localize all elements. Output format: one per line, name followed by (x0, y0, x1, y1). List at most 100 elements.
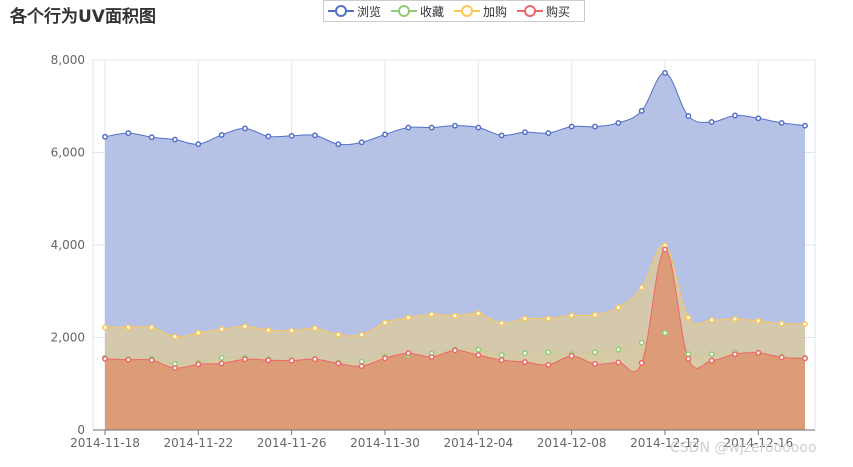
data-point-browse (125, 130, 132, 137)
data-point-cart (475, 310, 482, 317)
data-point-buy (428, 353, 435, 360)
watermark: CSDN @wjzeroooooo (670, 440, 817, 456)
data-point-browse (615, 119, 622, 126)
data-point-buy (172, 365, 178, 371)
data-point-favorite (498, 352, 505, 359)
legend-swatch-cart (454, 5, 481, 17)
data-point-cart (172, 333, 178, 340)
data-point-browse (195, 141, 202, 148)
data-point-buy (288, 357, 295, 364)
x-tick-label: 2014-11-26 (257, 436, 327, 450)
data-point-buy (498, 357, 505, 364)
data-point-favorite (545, 349, 552, 356)
y-tick-label: 0 (77, 423, 85, 437)
data-point-favorite (615, 346, 622, 353)
x-tick-label: 2014-12-04 (443, 436, 513, 450)
data-point-favorite (662, 329, 668, 336)
data-point-browse (288, 132, 295, 139)
data-point-cart (615, 304, 622, 311)
data-point-cart (195, 329, 202, 336)
data-point-cart (592, 311, 598, 318)
data-point-browse (218, 131, 225, 138)
data-point-favorite (358, 358, 365, 365)
legend-label-favorite: 收藏 (420, 4, 445, 19)
y-tick-label: 6,000 (51, 146, 85, 160)
legend: 浏览 收藏 加购 购买 (323, 0, 585, 22)
data-point-buy (218, 360, 225, 367)
data-point-browse (592, 123, 598, 130)
data-point-buy (265, 357, 272, 364)
legend-item-cart[interactable]: 加购 (454, 3, 507, 20)
data-point-cart (265, 327, 272, 334)
data-point-browse (545, 130, 552, 137)
data-point-browse (452, 122, 458, 129)
data-point-buy (125, 356, 132, 363)
data-point-buy (545, 361, 552, 368)
data-point-buy (335, 360, 342, 367)
x-tick-label: 2014-12-12 (630, 436, 700, 450)
data-point-cart (452, 312, 458, 319)
data-point-cart (802, 321, 808, 328)
x-tick-label: 2014-12-08 (537, 436, 607, 450)
data-point-buy (638, 359, 645, 366)
data-point-browse (708, 119, 715, 125)
data-point-browse (172, 136, 178, 143)
data-point-browse (498, 132, 505, 139)
data-point-buy (755, 349, 762, 356)
data-point-buy (522, 359, 528, 365)
data-point-browse (405, 124, 412, 131)
data-point-browse (685, 113, 692, 119)
legend-label-browse: 浏览 (357, 4, 382, 19)
chart-title: 各个行为UV面积图 (10, 7, 156, 27)
data-point-cart (498, 320, 505, 327)
data-point-cart (242, 323, 248, 330)
data-point-browse (148, 134, 155, 141)
data-point-cart (778, 320, 785, 327)
legend-swatch-buy (517, 5, 544, 17)
legend-item-browse[interactable]: 浏览 (328, 3, 381, 20)
data-point-buy (592, 360, 598, 367)
data-point-cart (708, 316, 715, 323)
data-point-buy (615, 359, 622, 366)
x-tick-label: 2014-12-16 (723, 436, 793, 450)
data-point-browse (265, 133, 272, 140)
legend-item-favorite[interactable]: 收藏 (391, 3, 444, 20)
data-point-cart (102, 324, 108, 331)
legend-swatch-browse (328, 5, 354, 17)
y-tick-label: 4,000 (51, 238, 85, 252)
data-point-cart (405, 314, 412, 321)
series-area-buy (105, 249, 805, 430)
data-point-buy (102, 355, 108, 362)
data-point-buy (358, 363, 365, 370)
data-point-buy (195, 361, 202, 368)
data-point-cart (685, 314, 692, 321)
data-point-browse (802, 122, 808, 129)
data-point-favorite (218, 354, 225, 361)
y-tick-label: 8,000 (51, 53, 85, 67)
data-point-browse (242, 125, 248, 132)
data-point-browse (522, 129, 528, 136)
data-point-buy (148, 357, 155, 364)
x-tick-label: 2014-11-30 (350, 436, 420, 450)
data-point-cart (545, 315, 552, 322)
data-point-buy (568, 353, 575, 359)
legend-item-buy[interactable]: 购买 (517, 3, 570, 20)
data-point-buy (242, 356, 248, 363)
legend-swatch-favorite (391, 5, 418, 17)
data-point-favorite (638, 339, 645, 346)
data-point-browse (475, 124, 482, 131)
data-point-buy (802, 355, 808, 362)
data-point-favorite (522, 350, 528, 357)
data-point-cart (218, 326, 225, 333)
data-point-browse (335, 141, 342, 148)
data-point-buy (382, 355, 388, 362)
data-point-buy (312, 356, 318, 363)
legend-label-buy: 购买 (546, 4, 571, 19)
data-point-favorite (685, 351, 692, 358)
data-point-browse (662, 70, 668, 76)
data-point-browse (312, 132, 318, 139)
data-point-buy (475, 352, 482, 359)
data-point-cart (312, 325, 318, 332)
data-point-cart (288, 327, 295, 334)
data-point-cart (335, 331, 342, 338)
